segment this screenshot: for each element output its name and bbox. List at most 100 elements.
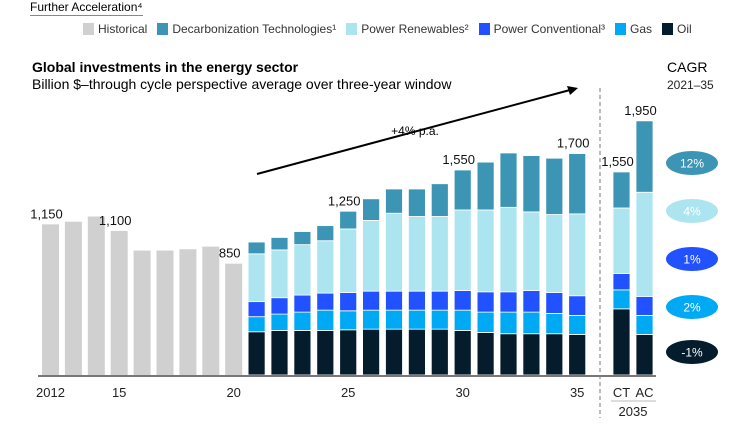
bar-segment-power-renewables-2021: [247, 253, 266, 303]
bar-segment-decarbonization-technologies-2023: [293, 231, 312, 246]
data-label: 1,550: [601, 154, 634, 169]
x-tick-label: AC: [635, 385, 653, 400]
bar-segment-power-renewables-2028: [407, 216, 426, 292]
bar-segment-power-conventional-2025: [339, 292, 358, 312]
legend-label: Gas: [630, 22, 653, 36]
bar-segment-gas-2023: [293, 311, 312, 331]
bar-segment-power-conventional-2032: [499, 291, 518, 313]
bar-segment-power-conventional-AC: [635, 295, 654, 316]
bar-segment-gas-2030: [453, 309, 472, 331]
bar-historical-2019: [202, 246, 220, 375]
bar-segment-oil-AC: [635, 333, 654, 376]
legend-swatch: [478, 23, 490, 35]
bar-segment-power-renewables-AC: [635, 191, 654, 297]
bar-segment-oil-2021: [247, 331, 266, 376]
legend-item: Historical: [83, 22, 147, 36]
bar-segment-decarbonization-technologies-AC: [635, 120, 654, 193]
bar-segment-power-renewables-2030: [453, 209, 472, 291]
bar-segment-decarbonization-technologies-2027: [385, 188, 403, 214]
x-tick-label: 15: [112, 385, 126, 400]
bar-segment-oil-2026: [362, 328, 381, 376]
legend-swatch: [662, 23, 674, 35]
x-tick-label: 30: [455, 385, 469, 400]
bar-historical-2015: [110, 230, 128, 375]
legend: Historical Decarbonization Technologies¹ P…: [83, 22, 692, 36]
bar-segment-decarbonization-technologies-2032: [499, 152, 518, 208]
bar-historical-2020: [225, 263, 243, 375]
bar-segment-gas-2035: [568, 314, 587, 335]
cagr-pill: [666, 295, 718, 319]
bar-segment-oil-2028: [407, 328, 426, 376]
legend-label: Power Renewables²: [361, 22, 469, 36]
bar-segment-oil-CT: [612, 308, 631, 376]
bar-segment-decarbonization-technologies-2024: [316, 225, 335, 242]
cagr-value: 12%: [680, 157, 704, 171]
bar-segment-power-conventional-2026: [362, 290, 381, 311]
cagr-pill: [666, 199, 718, 223]
bar-segment-power-conventional-2029: [430, 290, 449, 311]
bar-segment-power-renewables-CT: [612, 207, 631, 274]
data-label: 1,250: [328, 193, 361, 208]
bar-segment-oil-2029: [430, 328, 449, 376]
bar-segment-gas-2032: [499, 311, 518, 335]
bar-historical-2016: [133, 250, 151, 375]
legend-item: Power Conventional³: [478, 22, 606, 36]
legend-item: Power Renewables²: [346, 22, 469, 36]
bar-segment-decarbonization-technologies-2029: [430, 183, 449, 217]
bar-segment-power-conventional-CT: [612, 273, 631, 291]
bar-segment-power-conventional-2021: [247, 301, 266, 318]
x-tick-label: 35: [570, 385, 584, 400]
bar-segment-power-conventional-2024: [316, 292, 335, 311]
cagr-pill: [666, 247, 718, 271]
bar-segment-power-conventional-2030: [453, 290, 472, 311]
bar-segment-oil-2033: [522, 333, 541, 376]
bar-segment-decarbonization-technologies-2022: [270, 237, 289, 251]
bar-segment-gas-2026: [362, 309, 381, 330]
bar-segment-power-renewables-2026: [362, 220, 381, 292]
bar-segment-decarbonization-technologies-CT: [612, 171, 631, 209]
cagr-pill: [666, 151, 718, 175]
trend-arrow-head: [567, 86, 578, 95]
bar-historical-2014: [87, 216, 105, 375]
x-tick-label: 20: [226, 385, 240, 400]
data-label: 1,700: [557, 136, 590, 151]
legend-label: Oil: [677, 22, 692, 36]
bar-historical-2012: [42, 224, 59, 375]
bar-segment-power-conventional-2031: [476, 291, 495, 313]
legend-swatch: [157, 23, 169, 35]
bar-segment-power-renewables-2033: [522, 211, 541, 291]
bar-segment-decarbonization-technologies-2021: [247, 241, 266, 255]
bar-segment-decarbonization-technologies-2035: [568, 153, 587, 215]
bar-segment-decarbonization-technologies-2034: [545, 157, 564, 215]
cagr-title: CAGR: [667, 59, 708, 75]
data-label: 1,100: [99, 213, 132, 228]
bar-segment-power-renewables-2029: [430, 216, 449, 292]
bar-segment-decarbonization-technologies-2033: [522, 155, 541, 213]
bar-segment-power-renewables-2022: [270, 249, 289, 299]
cagr-value: 1%: [683, 253, 701, 267]
bar-segment-gas-2029: [430, 309, 449, 330]
legend-label: Power Conventional³: [493, 22, 606, 36]
cagr-value: -1%: [681, 346, 703, 360]
bar-segment-gas-2028: [407, 309, 426, 330]
cagr-pill: [666, 340, 718, 364]
legend-swatch: [615, 23, 627, 35]
bar-segment-decarbonization-technologies-2031: [476, 161, 495, 211]
legend-swatch: [83, 23, 94, 35]
bar-segment-oil-2023: [293, 330, 312, 376]
bar-segment-oil-2034: [545, 333, 564, 376]
cagr-value: 4%: [683, 205, 701, 219]
bar-segment-gas-AC: [635, 314, 654, 335]
bar-segment-gas-2024: [316, 309, 335, 331]
bar-segment-gas-2022: [270, 313, 289, 331]
bar-segment-power-conventional-2033: [522, 290, 541, 313]
bar-segment-oil-2025: [339, 329, 358, 376]
bar-segment-gas-2034: [545, 313, 564, 335]
legend-label: Decarbonization Technologies¹: [172, 22, 337, 36]
bar-segment-power-renewables-2023: [293, 244, 312, 296]
bar-segment-oil-2022: [270, 330, 289, 376]
legend-label: Historical: [98, 22, 148, 36]
bar-segment-power-renewables-2034: [545, 214, 564, 293]
